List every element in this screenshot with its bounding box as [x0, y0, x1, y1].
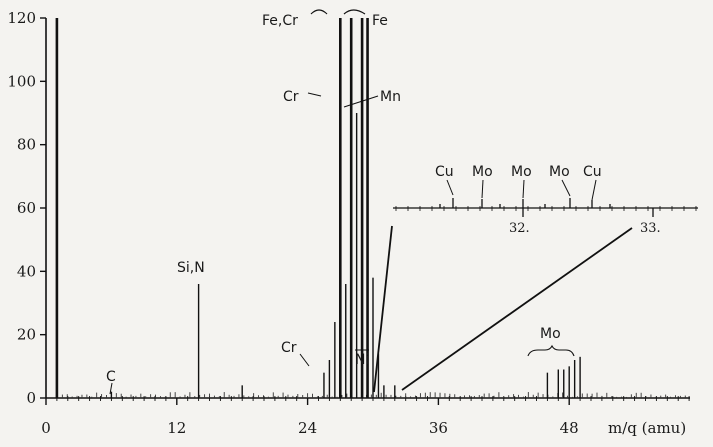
annotation-mo-brace — [527, 344, 575, 357]
annotation-fe-cr: Fe,Cr — [262, 13, 298, 29]
inset-connector-right — [401, 227, 633, 391]
annotation-cr-high-pointer — [307, 92, 322, 97]
inset-tick-label-32: 32. — [509, 221, 530, 236]
annotation-fe-cr-arrow — [310, 9, 328, 15]
x-tick-label: 12 — [167, 419, 186, 437]
annotation-si-n: Si,N — [177, 260, 205, 276]
y-tick-label: 120 — [7, 9, 36, 27]
inset-annotation-mo-3-pointer — [561, 179, 571, 197]
annotation-c: C — [106, 369, 116, 385]
inset-annotation-mo-2-pointer — [522, 179, 525, 199]
inset-connector-left — [373, 225, 393, 393]
y-tick-label: 60 — [17, 199, 36, 217]
inset-annotation-mo-1-pointer — [481, 179, 484, 199]
y-tick-label: 100 — [7, 72, 36, 90]
inset-annotation-cu-1: Cu — [435, 164, 454, 180]
annotation-c-pointer — [109, 382, 113, 395]
inset-annotation-cu-1-pointer — [446, 179, 454, 196]
annotation-cr-high: Cr — [283, 89, 299, 105]
inset-annotation-mo-2: Mo — [511, 164, 532, 180]
y-tick-label: 40 — [17, 262, 36, 280]
annotation-fe: Fe — [372, 13, 388, 29]
inset-annotation-cu-2-pointer — [591, 179, 597, 201]
y-ticks: 0 20 40 60 80 100 120 — [7, 9, 46, 407]
inset-tick-label-33: 33. — [640, 221, 661, 236]
annotation-mo: Mo — [540, 326, 561, 342]
y-tick-label: 20 — [17, 326, 36, 344]
annotation-cr-low: Cr — [281, 340, 297, 356]
annotation-ni: Ni — [355, 352, 369, 368]
x-ticks: 0 12 24 36 48 — [41, 398, 579, 437]
x-axis-label: m/q (amu) — [608, 419, 686, 437]
annotation-mn-pointer — [343, 95, 379, 108]
inset-ticks — [395, 198, 697, 217]
x-tick-label: 36 — [429, 419, 448, 437]
x-tick-label: 24 — [298, 419, 317, 437]
y-tick-label: 0 — [26, 389, 36, 407]
peaks — [55, 18, 581, 398]
plot-area: 0 20 40 60 80 100 120 0 12 24 36 48 m/q (amu) C Si… — [7, 9, 698, 437]
y-tick-label: 80 — [17, 136, 36, 154]
inset-annotation-mo-3: Mo — [549, 164, 570, 180]
annotation-cr-low-pointer — [299, 353, 310, 367]
inset-annotation-mo-1: Mo — [472, 164, 493, 180]
x-tick-label: 0 — [41, 419, 51, 437]
inset-annotation-cu-2: Cu — [583, 164, 602, 180]
x-tick-label: 48 — [560, 419, 579, 437]
inset-zoom: 32. 33. Cu Mo Mo Mo Cu — [393, 164, 698, 236]
annotation-fe-arrow — [343, 9, 366, 15]
annotation-mn: Mn — [380, 89, 401, 105]
baseline-noise — [61, 392, 686, 398]
